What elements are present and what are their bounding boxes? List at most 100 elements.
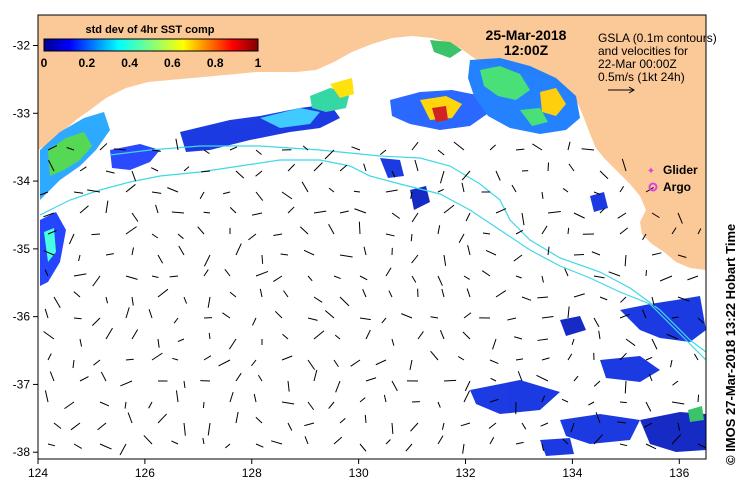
- velocity-arrow: [581, 148, 595, 151]
- velocity-arrow: [547, 210, 561, 214]
- velocity-arrow: [66, 147, 75, 151]
- velocity-arrow: [183, 166, 190, 172]
- velocity-arrow: [47, 230, 57, 235]
- velocity-arrow: [73, 291, 81, 298]
- velocity-arrow: [651, 296, 655, 306]
- velocity-arrow: [287, 206, 295, 214]
- velocity-arrow: [333, 359, 339, 368]
- velocity-arrow: [463, 312, 472, 319]
- velocity-arrow: [599, 170, 609, 180]
- velocity-arrow: [439, 330, 445, 340]
- velocity-arrow: [171, 211, 185, 214]
- velocity-arrow: [333, 436, 343, 445]
- velocity-arrow: [131, 247, 134, 256]
- y-tick-label: -35: [13, 242, 31, 256]
- velocity-arrow: [697, 394, 700, 403]
- velocity-arrow: [105, 253, 114, 256]
- velocity-arrow: [47, 145, 58, 151]
- velocity-arrow: [495, 290, 507, 298]
- time-label: 12:00Z: [504, 42, 549, 58]
- velocity-arrow: [385, 439, 391, 445]
- y-tick-label: -34: [13, 174, 31, 188]
- velocity-arrow: [671, 316, 679, 319]
- velocity-arrow: [363, 246, 367, 256]
- velocity-arrow: [564, 268, 569, 277]
- velocity-arrow: [541, 191, 544, 199]
- x-tick-label: 126: [135, 466, 155, 480]
- velocity-arrow: [47, 443, 56, 447]
- velocity-arrow: [619, 186, 625, 193]
- gsla-note: GSLA (0.1m contours) and velocities for …: [598, 31, 717, 94]
- velocity-arrow: [482, 232, 491, 235]
- velocity-arrow: [457, 356, 465, 361]
- velocity-arrow: [571, 338, 575, 345]
- velocity-arrow: [385, 233, 395, 237]
- velocity-arrow: [391, 170, 396, 178]
- velocity-arrow: [671, 227, 677, 235]
- velocity-arrow: [379, 149, 387, 155]
- velocity-arrow: [125, 358, 134, 361]
- velocity-arrow: [235, 243, 242, 256]
- velocity-arrow: [659, 275, 673, 282]
- legend: ✦ Glider Argo: [647, 163, 698, 194]
- velocity-arrow: [251, 212, 263, 216]
- velocity-arrow: [645, 443, 657, 450]
- x-axis: 124 126 128 130 132 134 136: [28, 459, 690, 480]
- gsla-note-line4: 0.5m/s (1kt 24h): [598, 70, 685, 84]
- velocity-arrow: [43, 250, 55, 256]
- velocity-arrow: [281, 191, 293, 200]
- velocity-arrow: [73, 317, 82, 320]
- y-tick-label: -32: [13, 39, 31, 53]
- velocity-arrow: [490, 377, 497, 382]
- x-tick-label: 124: [28, 466, 48, 480]
- velocity-arrow: [464, 380, 471, 392]
- velocity-arrow: [313, 369, 318, 382]
- velocity-arrow: [229, 146, 238, 151]
- y-tick-label: -33: [13, 106, 31, 120]
- velocity-arrow: [363, 163, 367, 172]
- velocity-arrow: [73, 191, 84, 194]
- velocity-arrow: [541, 395, 546, 403]
- velocity-arrow: [619, 443, 628, 447]
- velocity-arrow: [235, 170, 245, 179]
- velocity-arrow: [155, 204, 159, 214]
- velocity-arrow: [353, 190, 361, 193]
- velocity-arrow: [53, 422, 62, 429]
- velocity-arrow: [443, 379, 457, 382]
- velocity-arrow: [169, 275, 179, 278]
- velocity-arrow: [595, 412, 601, 424]
- velocity-arrow: [313, 296, 323, 303]
- velocity-arrow: [224, 443, 231, 449]
- velocity-arrow: [333, 275, 341, 280]
- velocity-arrow: [282, 333, 289, 340]
- velocity-arrow: [299, 226, 309, 235]
- velocity-arrow: [339, 210, 349, 214]
- velocity-arrow: [328, 401, 335, 409]
- velocity-arrow: [365, 329, 371, 340]
- velocity-arrow: [283, 290, 289, 298]
- velocity-arrow: [339, 164, 348, 172]
- velocity-arrow: [183, 380, 186, 389]
- velocity-arrow: [666, 333, 679, 340]
- velocity-arrow: [203, 149, 210, 155]
- velocity-arrow: [339, 296, 350, 307]
- velocity-arrow: [339, 418, 346, 424]
- velocity-arrow: [255, 170, 263, 177]
- velocity-arrow: [151, 352, 163, 361]
- velocity-arrow: [125, 226, 137, 235]
- colorbar: std dev of 4hr SST comp 0 0.2 0.4 0.6 0.8 1: [41, 24, 262, 70]
- velocity-arrow: [261, 254, 264, 264]
- y-tick-label: -38: [13, 445, 31, 459]
- velocity-arrow: [313, 330, 325, 340]
- velocity-arrow: [441, 422, 445, 430]
- velocity-arrow: [273, 233, 283, 237]
- velocity-arrow: [48, 159, 55, 172]
- colorbar-tick-label: 0: [41, 56, 48, 70]
- velocity-arrow: [536, 374, 549, 382]
- velocity-arrow: [540, 422, 549, 427]
- velocity-arrow: [391, 212, 401, 219]
- velocity-arrow: [568, 163, 575, 172]
- velocity-arrow: [208, 332, 211, 340]
- velocity-arrow: [350, 359, 361, 367]
- velocity-arrow: [467, 245, 471, 256]
